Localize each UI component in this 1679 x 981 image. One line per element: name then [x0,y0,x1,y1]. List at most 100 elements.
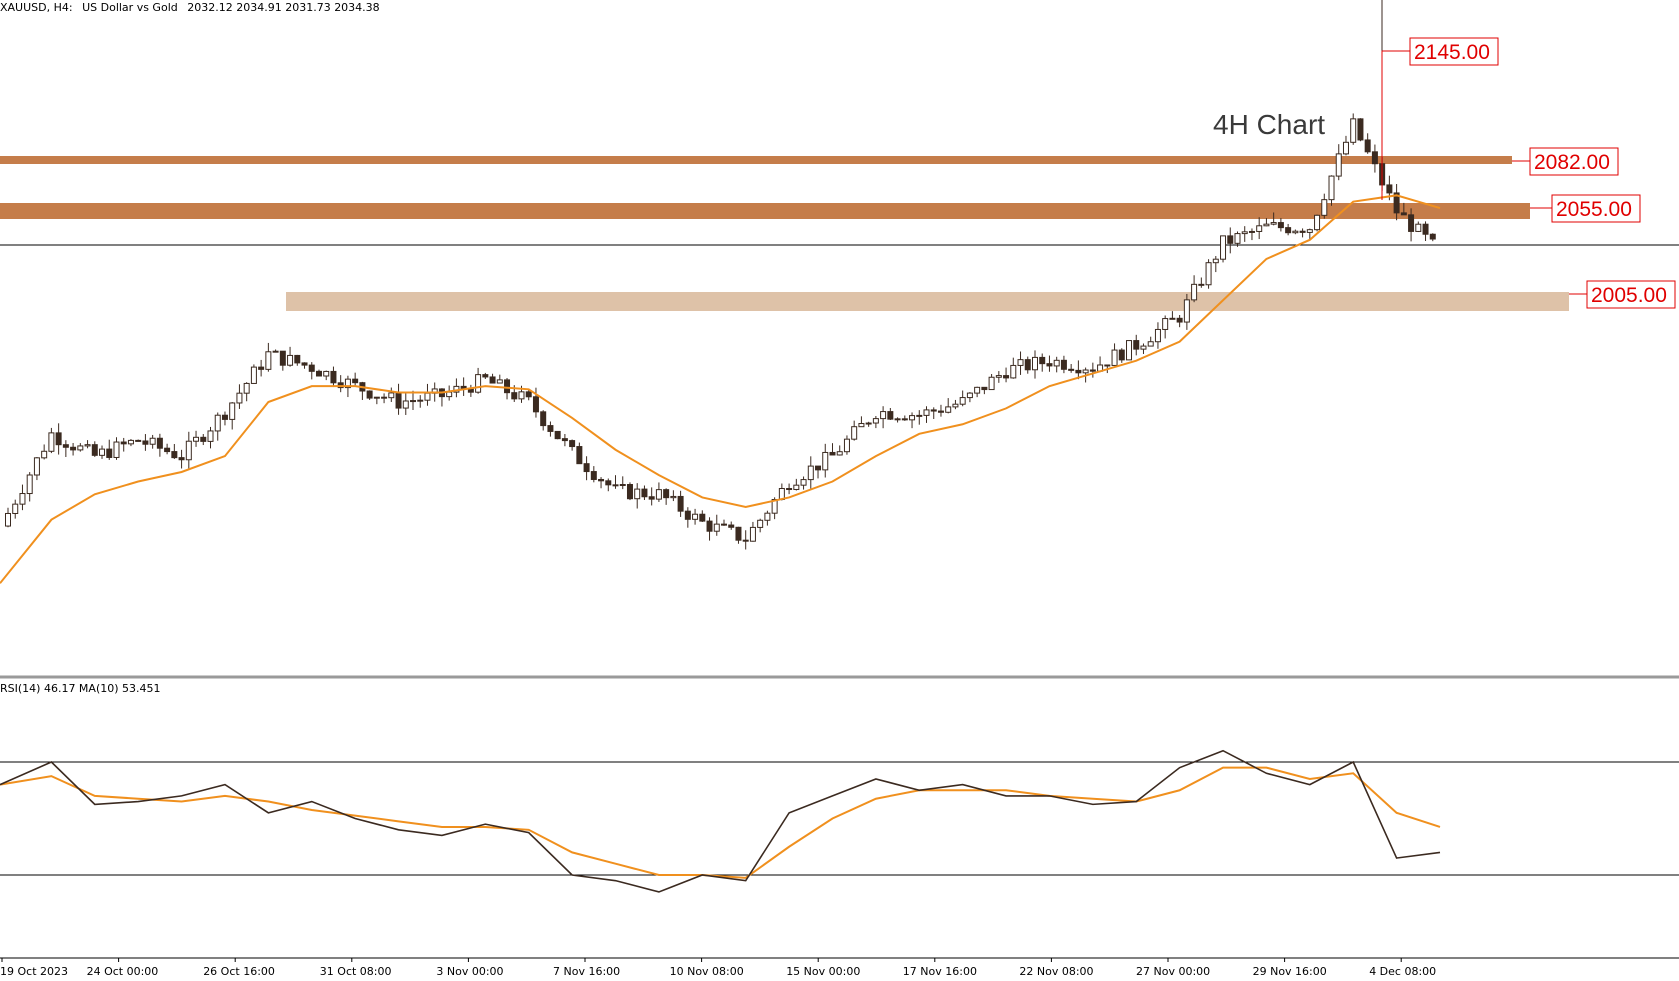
candle-body [1248,230,1255,233]
candle-body [692,513,699,520]
candle-body [952,403,959,408]
level-labels: 2145.00 2082.00 2055.00 2005.00 [1381,37,1676,309]
candle-body [887,411,894,420]
candle-body [1140,345,1147,350]
candle-body [315,370,322,377]
level-zones [0,156,1569,311]
rsi-ma-line [0,766,1441,879]
candle-body [576,446,583,465]
candle-body [851,426,858,440]
candle-body [757,519,764,528]
candle-body [749,526,756,542]
candle-body [1342,141,1349,155]
candle-body [959,397,966,405]
price-moving-average [0,194,1441,584]
candle-body [764,512,771,521]
zone-2005 [286,292,1569,311]
candle-body [1024,359,1031,371]
candle-body [916,414,923,417]
candle-body [258,366,265,370]
candle-body [1133,340,1140,350]
candle-body [294,354,301,364]
candle-body [865,422,872,425]
candle-body [699,513,706,522]
candle-body [605,480,612,486]
candle-body [518,391,525,400]
label-box-2082 [1529,147,1619,176]
candle-body [583,463,590,473]
candle-body [193,436,200,442]
candle-body [77,445,84,451]
level-label-2005: 2005.00 [1591,284,1667,307]
candle-body [677,495,684,512]
candle-body [1386,184,1393,194]
candle-body [149,437,156,445]
candle-body [410,400,417,403]
candle-body [858,423,865,428]
candle-body [655,489,662,500]
candle-body [62,444,69,448]
candle-body [171,451,178,459]
candle-body [229,402,236,420]
chart-header: XAUUSD, H4: US Dollar vs Gold 2032.12 20… [0,1,380,14]
level-label-2145: 2145.00 [1414,41,1490,64]
candle-body [446,391,453,398]
candle-body [988,376,995,391]
time-label: 17 Nov 16:00 [903,965,977,978]
candle-body [26,474,33,495]
candle-body [590,471,597,480]
candle-body [1335,153,1342,177]
candle-body [178,457,185,461]
candle-body [395,392,402,409]
candle-body [1060,359,1067,370]
candle-body [1017,359,1024,366]
candle-body [547,425,554,432]
candle-body [1068,368,1075,371]
candle-body [721,523,727,526]
candle-body [243,382,250,394]
candle-body [1198,283,1205,286]
time-label: 3 Nov 00:00 [436,965,503,978]
candle-body [127,439,134,445]
candle-body [164,447,171,453]
candle-body [106,448,113,458]
candle-body [836,451,843,456]
candle-body [1408,214,1415,232]
candle-body [771,499,778,514]
candle-body [113,441,120,458]
candle-body [496,379,503,384]
candle-body [561,438,568,442]
candle-body [800,479,807,486]
candle-body [424,392,431,401]
candle-body [1010,364,1017,379]
candle-body [91,444,98,456]
candle-body [156,437,163,449]
candle-body [634,488,641,500]
candle-body [1154,328,1161,343]
candle-body [511,392,518,400]
candle-body [504,379,511,394]
candle-body [1169,317,1176,320]
candle-body [1212,258,1219,264]
candle-body [1003,375,1010,379]
candle-body [489,376,496,384]
connector-2145 [1381,50,1410,200]
candle-body [1393,192,1400,214]
candle-body [1234,233,1241,244]
candle-body [981,386,988,391]
time-label: 4 Dec 08:00 [1369,965,1436,978]
time-label: 29 Nov 16:00 [1253,965,1327,978]
candle-body [670,495,677,499]
candle-body [221,414,228,420]
candle-body [735,526,742,541]
time-label: 7 Nov 16:00 [553,965,620,978]
candle-body [1270,222,1277,225]
candle-body [1306,229,1313,233]
time-label: 10 Nov 08:00 [670,965,744,978]
candle-body [1227,235,1234,244]
candle-body [1328,175,1335,201]
rsi-header: RSI(14) 46.17 MA(10) 53.451 [0,682,161,695]
candle-body [33,457,40,476]
candle-body [214,414,221,432]
candle-body [308,364,315,372]
